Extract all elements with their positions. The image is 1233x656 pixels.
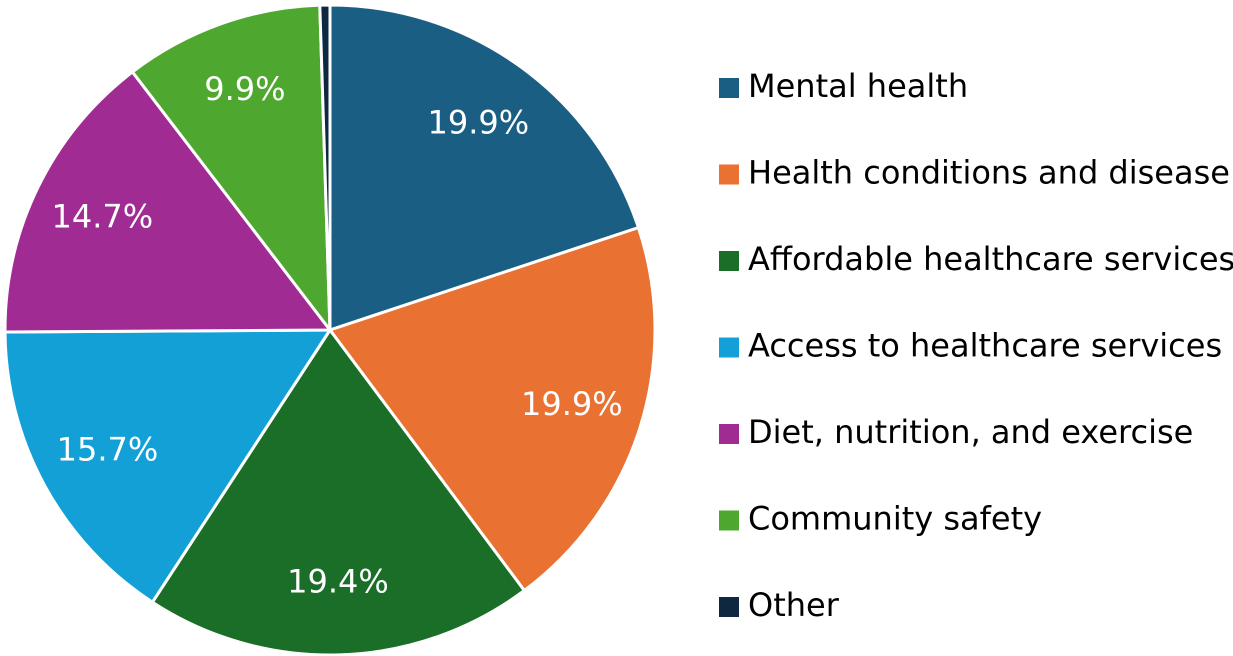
legend-swatch bbox=[719, 337, 739, 358]
pie-slice bbox=[130, 3, 332, 335]
legend-label: Diet, nutrition, and exercise bbox=[748, 413, 1193, 451]
legend-label: Affordable healthcare services bbox=[748, 240, 1233, 278]
legend-label: Access to healthcare services bbox=[748, 327, 1222, 365]
data-label: 15.7% bbox=[57, 430, 159, 468]
legend-swatch bbox=[719, 164, 739, 185]
data-label: 14.7% bbox=[52, 197, 154, 235]
data-label: 19.4% bbox=[287, 562, 389, 600]
legend-swatch bbox=[719, 251, 739, 271]
legend-swatch bbox=[719, 510, 739, 531]
pie-slice bbox=[3, 69, 334, 334]
pie-slice bbox=[150, 327, 527, 656]
pie-slice bbox=[318, 3, 332, 331]
data-label: 19.9% bbox=[521, 385, 623, 423]
pie-slice bbox=[328, 3, 641, 333]
legend-swatch bbox=[719, 424, 739, 444]
pie-slice bbox=[3, 328, 333, 605]
legend-label: Mental health bbox=[748, 67, 968, 105]
data-label: 19.9% bbox=[428, 103, 530, 141]
pie-slice bbox=[327, 225, 657, 593]
legend-label: Community safety bbox=[748, 500, 1042, 538]
legend-label: Health conditions and disease bbox=[748, 154, 1230, 192]
legend-swatch bbox=[719, 597, 739, 617]
legend-swatch bbox=[719, 78, 739, 98]
legend-label: Other bbox=[748, 586, 840, 624]
data-label: 9.9% bbox=[204, 70, 285, 108]
